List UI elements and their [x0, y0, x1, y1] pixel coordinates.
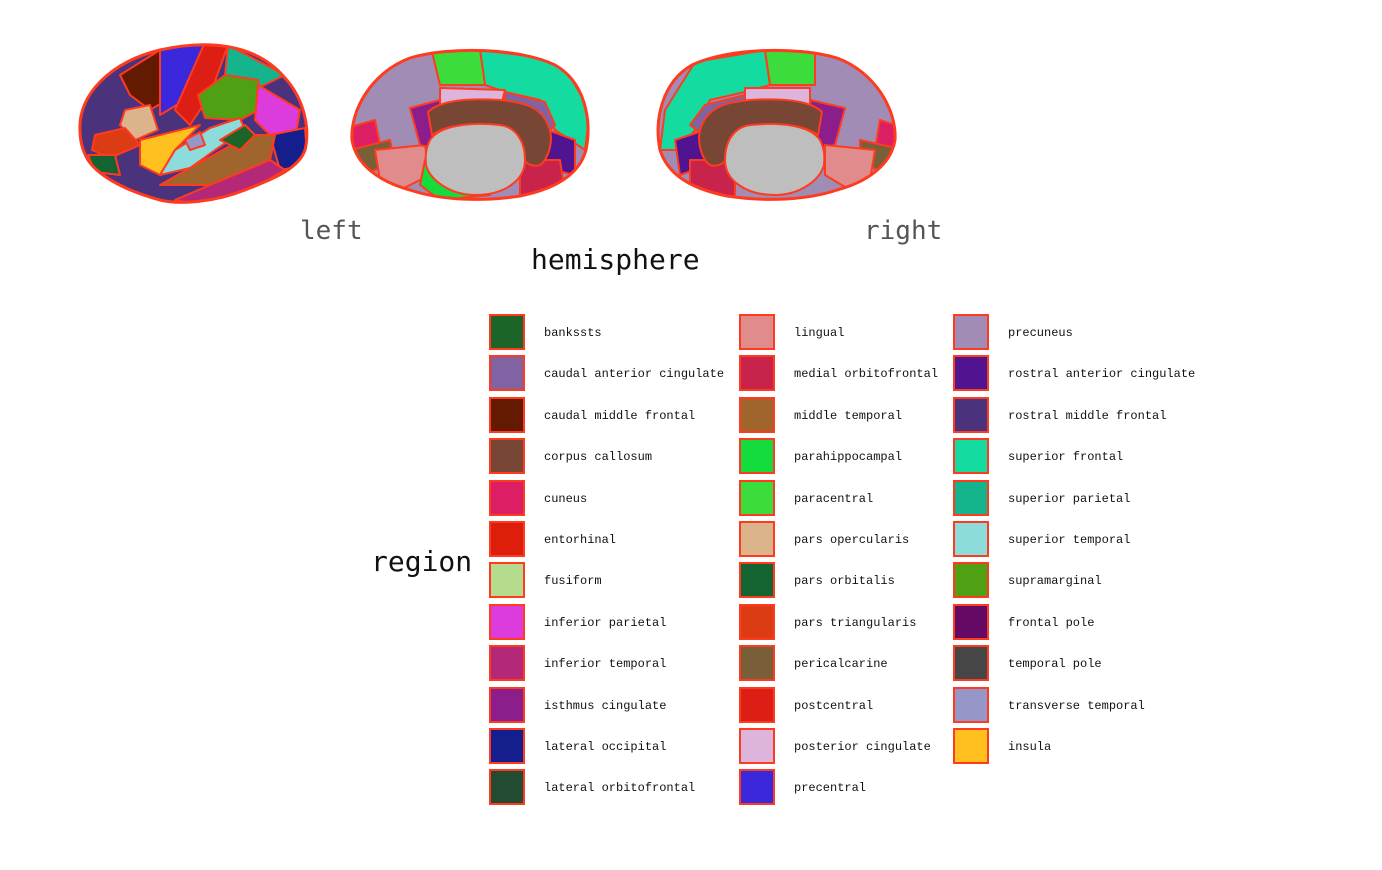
- legend-label: superior frontal: [1008, 450, 1124, 465]
- legend-label: insula: [1008, 739, 1052, 754]
- legend-swatch: [739, 727, 775, 764]
- legend-swatch: [489, 355, 525, 392]
- legend-label: pars opercularis: [794, 532, 910, 547]
- legend-swatch: [739, 769, 775, 806]
- legend-swatch: [489, 686, 525, 723]
- legend-label: pericalcarine: [794, 657, 888, 672]
- legend-swatch: [953, 645, 989, 682]
- legend-swatch: [489, 603, 525, 640]
- hemisphere-axis-title: hemisphere: [531, 243, 700, 276]
- legend-swatch: [489, 769, 525, 806]
- legend-swatch: [489, 438, 525, 475]
- legend-swatch: [739, 686, 775, 723]
- legend-label: lateral occipital: [544, 739, 667, 754]
- legend-label: inferior temporal: [544, 657, 667, 672]
- legend-label: middle temporal: [794, 408, 903, 423]
- legend-label: caudal anterior cingulate: [544, 367, 725, 382]
- legend-label: fusiform: [544, 574, 602, 589]
- legend-swatch: [953, 314, 989, 350]
- legend-label: postcentral: [794, 698, 874, 713]
- legend-swatch: [489, 727, 525, 764]
- legend-swatch: [953, 396, 989, 433]
- legend-label: supramarginal: [1008, 574, 1102, 589]
- legend-label: frontal pole: [1008, 615, 1095, 630]
- legend-label: precentral: [794, 781, 867, 796]
- legend-swatch: [953, 562, 989, 599]
- legend-label: superior parietal: [1008, 491, 1131, 506]
- legend-swatch: [489, 314, 525, 350]
- brain-surface-views: [78, 43, 897, 204]
- legend-label: corpus callosum: [544, 450, 653, 465]
- legend-swatch: [739, 520, 775, 557]
- legend-label: posterior cingulate: [794, 739, 931, 754]
- legend-swatch: [489, 396, 525, 433]
- legend-label: caudal middle frontal: [544, 408, 696, 423]
- legend-swatch: [489, 479, 525, 516]
- right-medial-view: [656, 48, 897, 201]
- legend-swatch: [739, 645, 775, 682]
- legend-swatch: [739, 603, 775, 640]
- legend-label: rostral middle frontal: [1008, 408, 1167, 423]
- legend-label: superior temporal: [1008, 532, 1131, 547]
- legend-swatch: [953, 603, 989, 640]
- legend-label: rostral anterior cingulate: [1008, 367, 1196, 382]
- legend-swatch: [489, 520, 525, 557]
- legend-swatch: [739, 479, 775, 516]
- legend-label: paracentral: [794, 491, 874, 506]
- legend-swatch: [739, 314, 775, 350]
- legend-swatch: [489, 562, 525, 599]
- legend-label: transverse temporal: [1008, 698, 1145, 713]
- legend-label: entorhinal: [544, 532, 617, 547]
- legend-swatch: [953, 438, 989, 475]
- legend-swatch: [953, 727, 989, 764]
- legend-swatch: [953, 686, 989, 723]
- legend-label: bankssts: [544, 326, 602, 340]
- legend-swatch: [739, 355, 775, 392]
- legend-label: lateral orbitofrontal: [544, 781, 696, 796]
- legend-swatch: [739, 438, 775, 475]
- right-hemisphere-label: right: [864, 216, 943, 246]
- legend-label: lingual: [794, 326, 845, 340]
- region-legend-title: region: [371, 545, 473, 578]
- legend-swatch: [953, 520, 989, 557]
- legend-swatch: [739, 562, 775, 599]
- legend-label: isthmus cingulate: [544, 698, 667, 713]
- legend-label: precuneus: [1008, 326, 1073, 340]
- legend-label: parahippocampal: [794, 450, 903, 465]
- legend-swatch: [489, 645, 525, 682]
- legend-label: cuneus: [544, 491, 588, 506]
- legend-label: temporal pole: [1008, 657, 1102, 672]
- legend-label: inferior parietal: [544, 615, 667, 630]
- left-medial-view: [350, 48, 590, 201]
- legend-swatch: [739, 396, 775, 433]
- legend-label: medial orbitofrontal: [794, 367, 939, 382]
- legend-label: pars triangularis: [794, 615, 917, 630]
- legend-swatch: [953, 479, 989, 516]
- legend-swatch: [953, 355, 989, 392]
- left-lateral-view: [78, 43, 309, 204]
- left-hemisphere-label: left: [300, 216, 363, 246]
- legend-label: pars orbitalis: [794, 574, 895, 589]
